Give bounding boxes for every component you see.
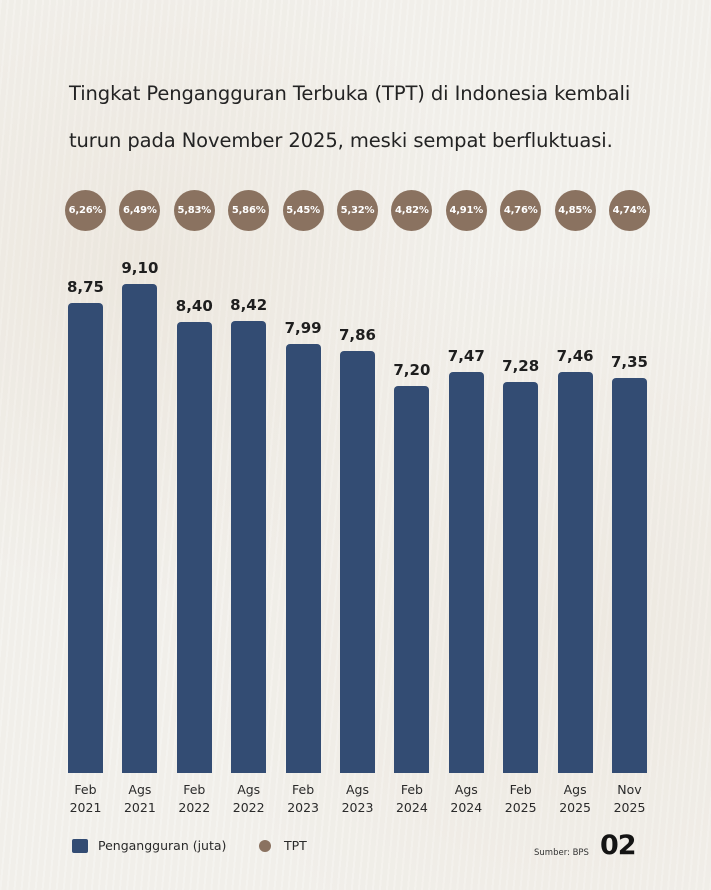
tpt-bubble: 5,83%: [173, 190, 215, 231]
legend-item-tpt: TPT: [259, 838, 307, 853]
x-axis-label-year: 2023: [287, 800, 319, 815]
legend-label-unemployment: Pengangguran (juta): [98, 838, 227, 853]
bar-value-label: 7,35: [610, 353, 648, 372]
bar-unemployment: [340, 350, 375, 773]
bar-unemployment: [612, 378, 647, 773]
x-axis-label: Feb 2024: [382, 781, 442, 817]
legend-item-unemployment: Pengangguran (juta): [72, 838, 226, 853]
tpt-bubble: 5,32%: [337, 190, 378, 231]
bar-value-label: 7,99: [284, 318, 322, 337]
x-axis-label-period: Feb: [292, 782, 315, 797]
tpt-bubble: 4,74%: [609, 190, 650, 231]
x-axis-label-period: Ags: [454, 782, 478, 797]
bar-unemployment: [231, 320, 267, 773]
x-axis-label-period: Ags: [346, 782, 369, 797]
x-axis-label: Nov 2025: [600, 781, 660, 817]
legend-label-tpt: TPT: [284, 838, 307, 853]
bar-unemployment: [68, 303, 103, 773]
x-axis-label-period: Feb: [509, 782, 532, 797]
bar-value-label: 7,86: [338, 325, 376, 344]
x-axis-label: Feb 2023: [273, 781, 333, 817]
bar-value-label: 8,40: [175, 296, 213, 315]
tpt-bubble: 4,85%: [554, 190, 596, 231]
bar-value-label: 7,47: [447, 346, 485, 365]
tpt-bubble: 5,45%: [282, 190, 324, 231]
x-axis-label-period: Ags: [563, 782, 587, 797]
bar-unemployment: [557, 372, 593, 773]
bar-value-label: 7,46: [556, 347, 594, 366]
title-line-2: turun pada November 2025, meski sempat b…: [69, 129, 613, 152]
title-line-1: Tingkat Pengangguran Terbuka (TPT) di In…: [69, 82, 631, 105]
x-axis-label-year: 2024: [395, 800, 428, 815]
bar-value-label: 7,20: [393, 361, 431, 380]
tpt-bubble: 6,49%: [119, 190, 161, 231]
x-axis-label-period: Nov: [617, 782, 642, 797]
x-axis-label-period: Ags: [128, 782, 152, 797]
x-axis-label-year: 2022: [232, 800, 265, 815]
legend-square-icon: [72, 838, 88, 853]
x-axis-label-period: Feb: [183, 782, 206, 797]
tpt-bubble: 6,26%: [65, 190, 106, 231]
x-axis-label-year: 2021: [69, 800, 102, 815]
legend-circle-icon: [259, 839, 271, 852]
bar-unemployment: [503, 382, 539, 773]
bar-unemployment: [176, 321, 212, 773]
x-axis-label-year: 2025: [613, 800, 646, 815]
bar-value-label: 8,75: [66, 278, 104, 297]
x-axis-label-year: 2025: [504, 800, 537, 815]
page-number: 02: [600, 830, 637, 861]
bar-unemployment: [285, 343, 321, 773]
source-note: Sumber: BPS: [534, 848, 589, 858]
x-axis-label-year: 2025: [559, 800, 591, 815]
x-axis-label: Ags 2025: [545, 781, 605, 817]
x-axis-label: Feb 2021: [56, 781, 116, 817]
x-axis-label: Ags 2023: [328, 781, 388, 817]
bar-unemployment: [394, 386, 430, 773]
x-axis-label-period: Feb: [74, 782, 97, 797]
x-axis-label-year: 2021: [123, 800, 156, 815]
x-axis-label: Ags 2022: [219, 781, 279, 817]
x-axis-label: Feb 2022: [164, 781, 224, 817]
x-axis-label: Ags 2021: [110, 781, 170, 817]
x-axis-label-year: 2023: [341, 800, 374, 815]
x-axis-label: Ags 2024: [436, 781, 496, 817]
bar-value-label: 8,42: [230, 295, 268, 314]
tpt-bubble: 4,91%: [445, 190, 487, 231]
chart-title: Tingkat Pengangguran Terbuka (TPT) di In…: [69, 70, 669, 164]
x-axis-label-year: 2022: [178, 800, 211, 815]
tpt-bubble: 4,76%: [500, 190, 542, 231]
bar-value-label: 9,10: [121, 259, 159, 278]
x-axis-label-year: 2024: [450, 800, 483, 815]
tpt-bubble: 5,86%: [228, 190, 270, 231]
bar-unemployment: [448, 371, 484, 773]
x-axis-label: Feb 2025: [491, 781, 551, 817]
x-axis-label-period: Feb: [400, 782, 423, 797]
tpt-bubble: 4,82%: [391, 190, 433, 231]
bar-value-label: 7,28: [502, 357, 540, 376]
x-axis-label-period: Ags: [237, 782, 261, 797]
bar-unemployment: [122, 284, 158, 773]
